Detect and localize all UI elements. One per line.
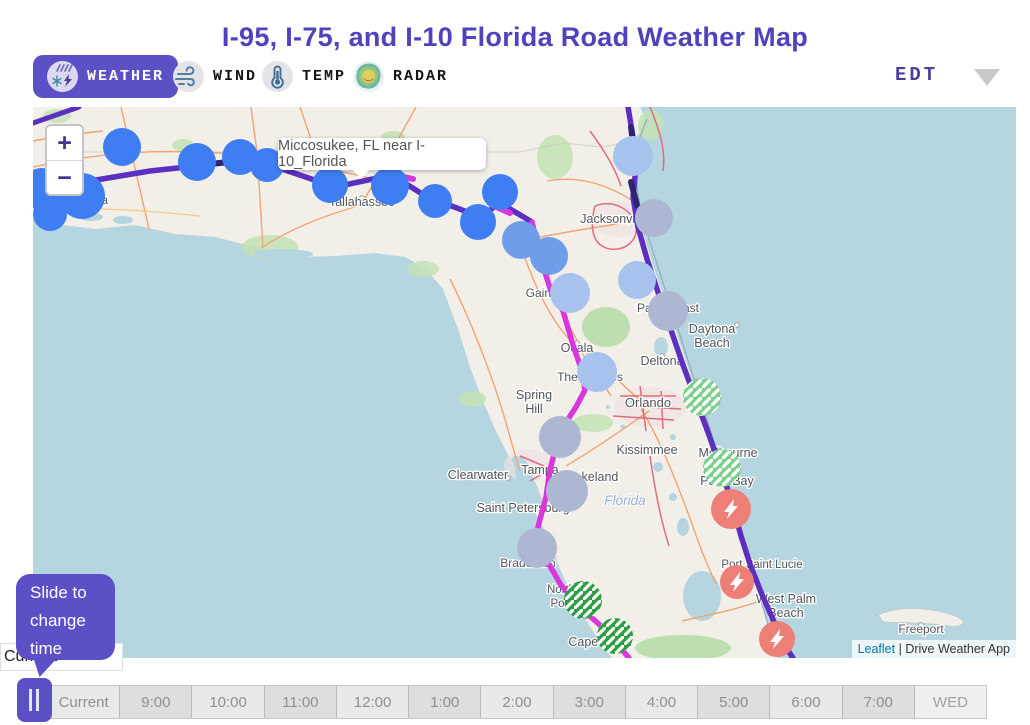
attribution-separator: | (895, 642, 906, 656)
map-label-deltona: Deltona (640, 354, 683, 368)
weather-label: WEATHER (87, 68, 165, 85)
chevron-down-icon[interactable] (974, 69, 1000, 86)
temp-layer-button[interactable]: TEMP (256, 55, 352, 98)
time-tick-1:00[interactable]: 1:00 (409, 686, 482, 718)
city-dots (359, 195, 924, 628)
time-tick-wed[interactable]: WED (914, 686, 987, 718)
zoom-out-button[interactable]: − (47, 160, 82, 194)
leaflet-link[interactable]: Leaflet (857, 642, 896, 656)
map-label-freeport: Freeport (898, 622, 944, 636)
weather-marker-showers[interactable] (597, 618, 633, 654)
weather-marker-rain-light[interactable] (577, 352, 617, 392)
route-i95-dark2 (628, 179, 640, 208)
hint-line-1: Slide to (30, 583, 87, 602)
time-slider-handle[interactable] (17, 678, 52, 722)
wind-layer-button[interactable]: WIND (167, 55, 263, 98)
zoom-control: + − (45, 124, 84, 196)
weather-marker-rain-heavy[interactable] (222, 139, 258, 175)
weather-marker-cloud[interactable] (635, 199, 673, 237)
timezone-selector[interactable]: EDT (889, 63, 944, 87)
page-title: I-95, I-75, and I-10 Florida Road Weathe… (221, 22, 809, 53)
weather-layer-button[interactable]: WEATHER (33, 55, 179, 98)
map-label-ocala: Ocala (561, 341, 594, 355)
map-label-orlando: Orlando (625, 395, 671, 410)
time-tick-6:00[interactable]: 6:00 (770, 686, 843, 718)
weather-marker-rain-heavy[interactable] (418, 184, 452, 218)
time-tick-4:00[interactable]: 4:00 (625, 686, 699, 718)
time-tick-3:00[interactable]: 3:00 (553, 686, 626, 718)
app-credit: Drive Weather App (905, 642, 1010, 656)
marker-tooltip: Miccosukee, FL near I-10_Florida (278, 138, 486, 179)
lightning-icon (770, 629, 784, 649)
weather-marker-thunder[interactable] (711, 489, 751, 529)
wind-label: WIND (213, 68, 258, 85)
weather-marker-cloud[interactable] (546, 470, 588, 512)
time-tick-10:00[interactable]: 10:00 (192, 686, 265, 718)
radar-label: RADAR (393, 68, 449, 85)
weather-marker-cloud[interactable] (648, 291, 688, 331)
radar-layer-button[interactable]: RADAR (347, 55, 454, 98)
map-label-clearwater: Clearwater (448, 468, 508, 482)
radar-icon (353, 61, 384, 92)
map-canvas[interactable]: PensacolaTallahasseeJacksonvillePalm Coa… (33, 107, 1016, 658)
time-tick-12:00[interactable]: 12:00 (336, 686, 410, 718)
weather-marker-rain-light[interactable] (550, 273, 590, 313)
lightning-icon (730, 572, 744, 592)
time-tick-7:00[interactable]: 7:00 (842, 686, 915, 718)
weather-marker-rain-heavy[interactable] (103, 128, 141, 166)
weather-marker-rain-heavy[interactable] (178, 143, 216, 181)
zoom-in-button[interactable]: + (47, 126, 82, 160)
weather-marker-rain-light[interactable] (613, 136, 653, 176)
weather-marker-rain-heavy[interactable] (312, 167, 348, 203)
roads-primary (519, 107, 682, 547)
route-spur (33, 107, 82, 126)
weather-marker-rain-light[interactable] (618, 261, 656, 299)
slider-hint-bubble: Slide to change time (16, 574, 115, 660)
time-tick-11:00[interactable]: 11:00 (264, 686, 337, 718)
lightning-icon (724, 499, 738, 519)
weather-marker-showers-light[interactable] (703, 449, 741, 487)
hint-line-2: change (30, 611, 86, 630)
weather-marker-thunder[interactable] (720, 565, 754, 599)
weather-marker-cloud[interactable] (517, 528, 557, 568)
map-label-jacksonville: Jacksonville (580, 212, 647, 226)
map-label-daytona-beach: Daytona Beach (689, 322, 736, 350)
florida-landmass (33, 107, 779, 658)
weather-marker-rain-med[interactable] (530, 237, 568, 275)
time-tick-5:00[interactable]: 5:00 (698, 686, 771, 718)
time-tick-2:00[interactable]: 2:00 (481, 686, 554, 718)
weather-marker-rain-heavy[interactable] (482, 174, 518, 210)
weather-marker-rain-heavy[interactable] (33, 197, 67, 231)
time-tick-current[interactable]: Current (48, 686, 121, 718)
weather-marker-rain-heavy[interactable] (250, 148, 284, 182)
weather-icon (47, 61, 78, 92)
weather-marker-showers[interactable] (564, 581, 602, 619)
bahama-island (877, 608, 964, 627)
weather-marker-showers-light[interactable] (683, 378, 721, 416)
hint-line-3: time (30, 639, 63, 658)
map-label-florida: Florida (604, 493, 646, 508)
weather-marker-cloud[interactable] (539, 416, 581, 458)
weather-marker-rain-med[interactable] (502, 221, 540, 259)
weather-marker-rain-heavy[interactable] (371, 167, 409, 205)
temp-icon (262, 61, 293, 92)
map-label-kissimmee: Kissimmee (616, 443, 677, 457)
weather-marker-thunder[interactable] (759, 621, 795, 657)
time-tick-9:00[interactable]: 9:00 (120, 686, 193, 718)
map-label-spring-hill: Spring Hill (516, 388, 552, 416)
weather-marker-rain-heavy[interactable] (460, 204, 496, 240)
map-label-west-palm-beach: West Palm Beach (756, 592, 816, 620)
wind-icon (173, 61, 204, 92)
temp-label: TEMP (302, 68, 347, 85)
map-attribution: Leaflet | Drive Weather App (851, 640, 1016, 658)
time-slider[interactable]: Current 9:00 10:00 11:00 12:00 1:00 2:00 3:00 4:… (47, 685, 987, 719)
